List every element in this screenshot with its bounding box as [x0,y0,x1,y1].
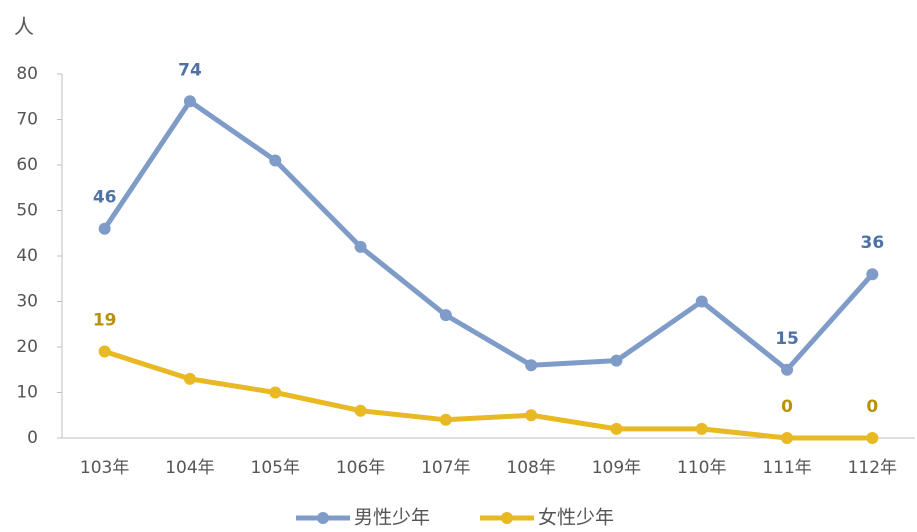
y-tick-label: 80 [16,64,38,84]
point [610,422,623,435]
y-tick-label: 60 [16,155,38,175]
x-tick-label: 108年 [506,458,555,478]
point [183,372,196,385]
series-line [102,98,875,373]
point [183,95,196,108]
x-tick-label: 111年 [762,458,811,478]
data-label: 36 [861,233,885,253]
series-line [103,349,873,441]
point [866,268,879,281]
point [354,240,367,253]
point [781,432,794,444]
x-tick-label: 106年 [336,458,385,478]
x-tick-label: 105年 [251,458,300,478]
x-tick-label: 107年 [421,458,470,478]
y-tick-label: 30 [16,292,38,312]
point [866,432,879,444]
point [695,295,708,308]
data-label: 46 [93,188,117,208]
point [781,363,794,376]
point [98,345,111,358]
x-tick-label: 112年 [848,458,897,478]
point [354,404,367,417]
x-tick-label: 110年 [677,458,726,478]
point [695,422,708,435]
point [439,413,452,426]
data-label: 15 [775,329,799,349]
data-label: 0 [781,397,793,417]
point [269,154,282,167]
y-tick-label: 40 [16,246,38,266]
point [439,309,452,322]
y-tick-label: 20 [16,337,38,357]
y-tick-label: 50 [16,201,38,221]
y-tick-label: 10 [16,383,38,403]
data-label: 19 [93,311,117,331]
x-tick-label: 103年 [80,458,129,478]
point [525,359,538,372]
y-tick-label: 0 [27,428,38,448]
legend-marker [317,512,329,524]
point [525,409,538,422]
x-tick-label: 104年 [165,458,214,478]
point [610,354,623,367]
y-axis-label: 人 [14,15,34,39]
x-tick-label: 109年 [592,458,641,478]
legend-marker [501,512,513,524]
y-tick-label: 70 [16,110,38,130]
point [98,222,111,235]
data-label: 74 [178,60,202,80]
point [269,386,282,399]
legend-label: 女性少年 [538,507,614,529]
data-label: 0 [866,397,878,417]
legend-label: 男性少年 [354,507,430,529]
